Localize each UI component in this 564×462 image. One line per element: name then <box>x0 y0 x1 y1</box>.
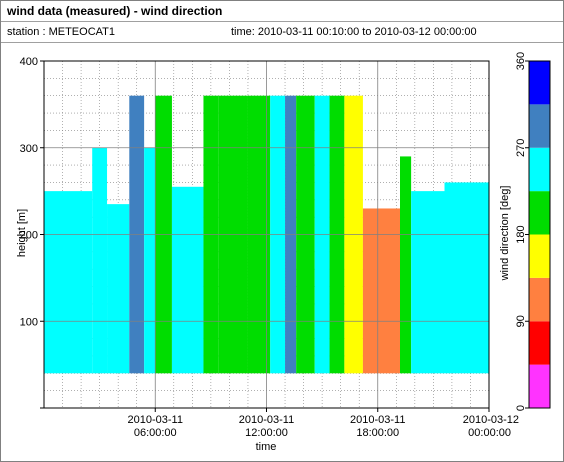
x-tick-label: 2010-03-12 <box>463 414 519 426</box>
data-cell-1 <box>92 147 108 374</box>
y-tick-label: 400 <box>20 56 38 68</box>
x-tick-label: 2010-03-11 <box>239 414 294 426</box>
y-tick-label: 300 <box>20 143 38 155</box>
colorbar-tick-label: 360 <box>515 52 527 70</box>
data-cell-16 <box>362 208 400 374</box>
x-tick-label: 12:00:00 <box>245 427 288 439</box>
axes: 1002003004002010-03-1106:00:002010-03-11… <box>20 56 519 439</box>
y-tick-label: 200 <box>20 230 38 242</box>
data-cell-19 <box>444 182 489 374</box>
colorbar-bin-2 <box>529 277 550 322</box>
info-bar: station : METEOCAT1 time: 2010-03-11 00:… <box>1 22 563 43</box>
colorbar-tick-label: 270 <box>515 139 527 157</box>
plot-area <box>44 61 489 408</box>
colorbar-tick-label: 90 <box>515 315 527 327</box>
x-tick-label: 00:00:00 <box>468 427 511 439</box>
title-bar: wind data (measured) - wind direction <box>1 1 563 22</box>
data-cell-18 <box>411 191 445 374</box>
time-range-label: time: 2010-03-11 00:10:00 to 2010-03-12 … <box>231 26 477 38</box>
colorbar-bin-4 <box>529 191 550 235</box>
colorbar-bin-6 <box>529 104 550 148</box>
y-tick-label: 100 <box>20 316 38 328</box>
colorbar-tick-label: 180 <box>515 225 527 243</box>
colorbar: 0 90 180 270 360 <box>515 52 551 411</box>
colorbar-tick-label: 0 <box>515 405 527 411</box>
x-tick-label: 2010-03-11 <box>350 414 405 426</box>
x-axis-label: time <box>256 441 277 453</box>
x-tick-label: 2010-03-11 <box>128 414 183 426</box>
chart-title: wind data (measured) - wind direction <box>7 4 223 18</box>
data-cell-4 <box>144 147 156 374</box>
data-cell-2 <box>107 204 130 374</box>
colorbar-bin-7 <box>529 61 550 105</box>
data-cell-6 <box>171 186 204 374</box>
colorbar-bin-5 <box>529 147 550 192</box>
data-cell-17 <box>400 156 412 374</box>
colorbar-bin-0 <box>529 364 550 408</box>
colorbar-label: wind direction [deg] <box>499 186 511 282</box>
station-label: station : METEOCAT1 <box>7 26 115 38</box>
x-tick-label: 18:00:00 <box>356 427 399 439</box>
colorbar-bin-3 <box>529 234 550 278</box>
colorbar-bin-1 <box>529 321 550 365</box>
data-cell-0 <box>44 191 93 374</box>
y-axis-label: height [m] <box>16 209 28 257</box>
x-tick-label: 06:00:00 <box>134 427 177 439</box>
